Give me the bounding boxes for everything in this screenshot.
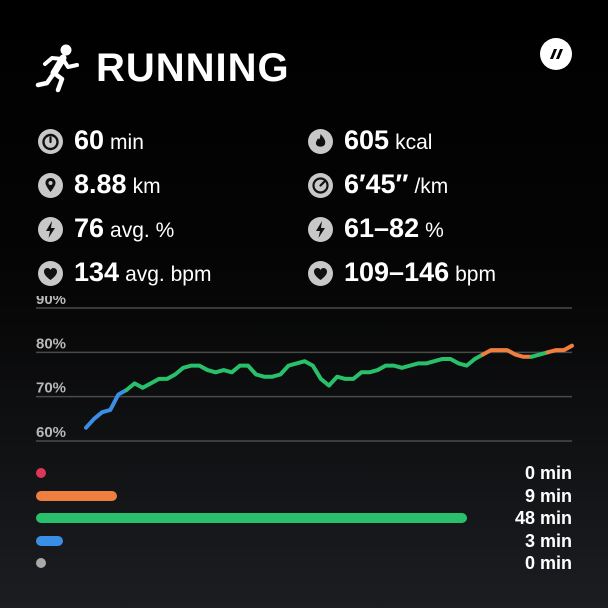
zone-bar <box>36 468 46 478</box>
zone-bar <box>36 558 46 568</box>
zone-minutes-label: 9 min <box>524 485 572 506</box>
location-pin-icon <box>38 173 63 198</box>
lightning-icon <box>308 217 333 242</box>
stopwatch-icon <box>38 129 63 154</box>
avg-effort-value: 76 <box>74 213 105 243</box>
flame-icon <box>308 129 333 154</box>
zone-bar <box>36 513 467 523</box>
y-tick-label: 80% <box>36 335 66 352</box>
distance-value: 8.88 <box>74 169 127 199</box>
y-tick-label: 60% <box>36 424 66 441</box>
lightning-icon <box>38 217 63 242</box>
zone-minutes-label: 0 min <box>524 463 572 483</box>
stat-distance: 8.88 km <box>38 168 161 200</box>
avg-hr-unit: avg. bpm <box>125 263 212 286</box>
series-line-segment <box>545 343 574 355</box>
stat-pace: 6′45″ /km <box>308 168 448 200</box>
y-tick-label: 90% <box>36 296 66 308</box>
activity-title: RUNNING <box>96 46 290 90</box>
distance-unit: km <box>132 175 161 198</box>
stat-calories: 605 kcal <box>308 124 432 156</box>
series-line-segment <box>84 388 129 430</box>
running-person-icon <box>35 44 79 93</box>
hr-range-unit: bpm <box>455 263 496 286</box>
zone-bar <box>36 535 63 546</box>
calories-unit: kcal <box>395 131 433 154</box>
avg-effort-unit: avg. % <box>110 219 175 242</box>
stat-effort-range: 61–82 % <box>308 212 444 244</box>
avg-hr-value: 134 <box>74 257 120 287</box>
heart-icon <box>38 261 63 286</box>
hr-range-value: 109–146 <box>344 257 450 287</box>
pace-unit: /km <box>414 175 449 198</box>
calories-value: 605 <box>344 125 390 155</box>
zone-bar <box>36 490 117 501</box>
duration-value: 60 <box>74 125 105 155</box>
activity-header: RUNNING <box>34 40 290 96</box>
heart-icon <box>308 261 333 286</box>
y-tick-label: 70% <box>36 380 66 397</box>
duration-unit: min <box>110 131 144 154</box>
brand-logo-icon <box>540 38 572 70</box>
effort-range-unit: % <box>425 219 444 242</box>
effort-range-value: 61–82 <box>344 213 420 243</box>
effort-chart: 90% 80% 70% 60% <box>36 296 574 442</box>
series-line-segment <box>480 348 534 359</box>
speedometer-icon <box>308 173 333 198</box>
stat-duration: 60 min <box>38 124 144 156</box>
series-line-segment <box>124 352 485 393</box>
zone-minutes-label: 48 min <box>514 508 572 528</box>
stat-hr-range: 109–146 bpm <box>308 256 496 288</box>
zone-minutes-label: 0 min <box>524 553 572 573</box>
series-line-segment <box>529 350 550 359</box>
zone-minutes-label: 3 min <box>524 530 572 551</box>
pace-value: 6′45″ <box>344 169 409 199</box>
stat-avg-effort: 76 avg. % <box>38 212 174 244</box>
stat-avg-hr: 134 avg. bpm <box>38 256 211 288</box>
